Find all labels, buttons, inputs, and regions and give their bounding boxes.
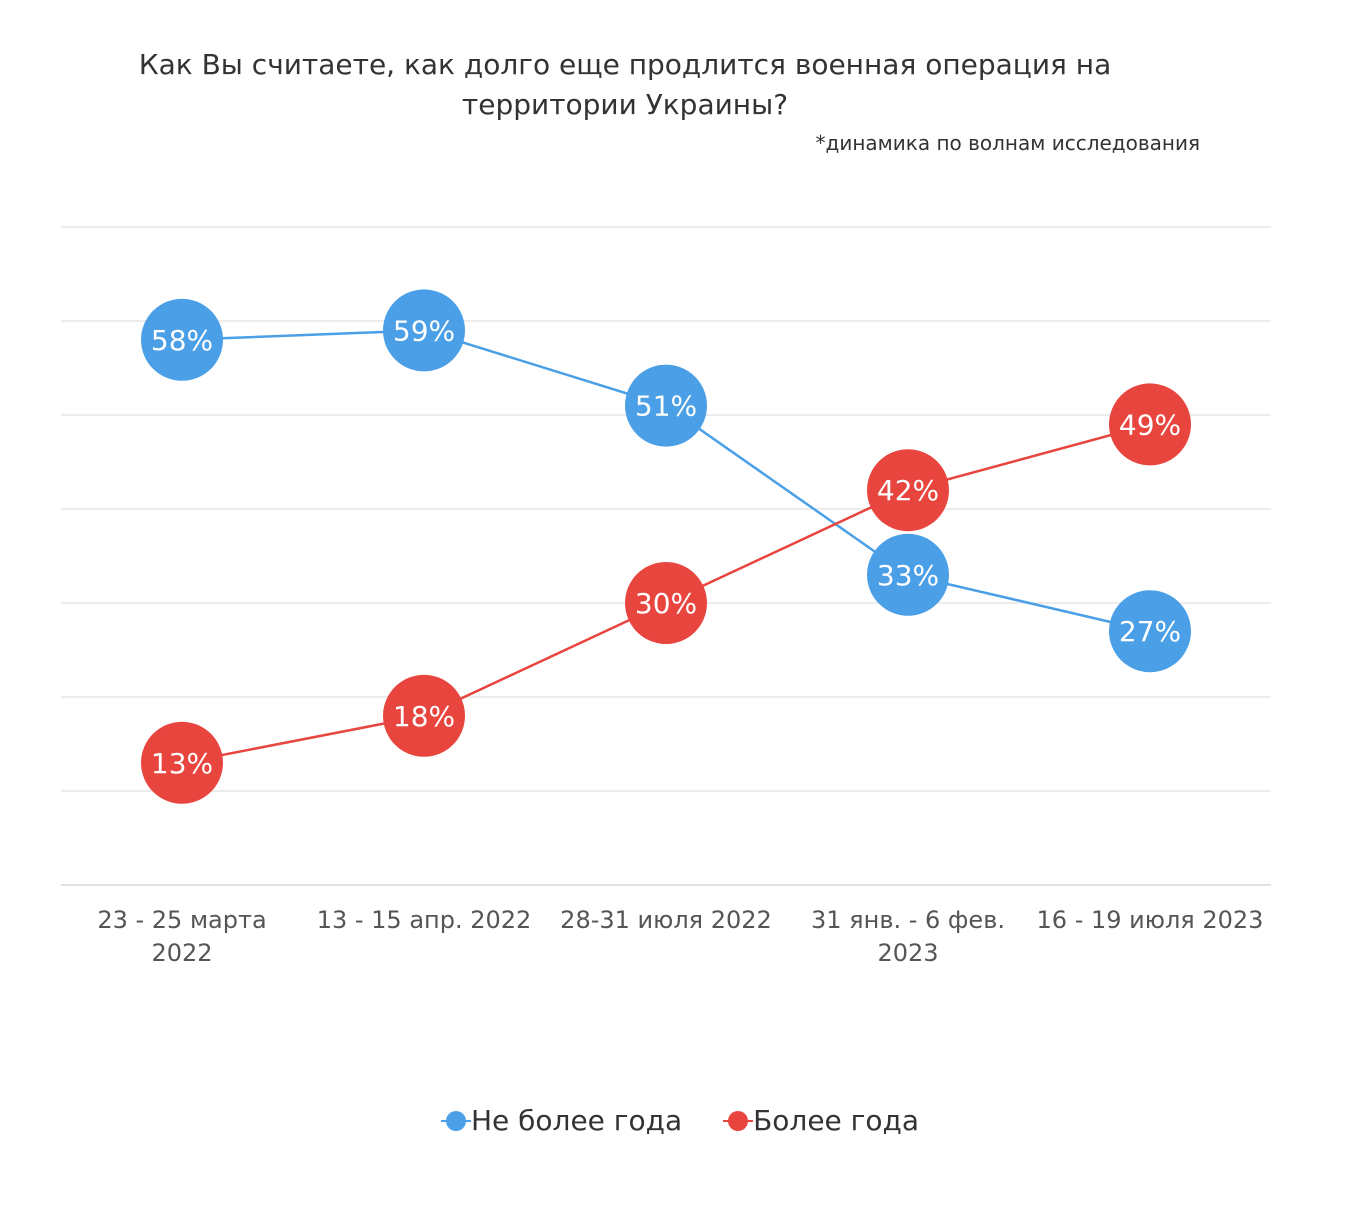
x-tick-label: 31 янв. - 6 фев. [811,906,1005,934]
chart-title-line-2: территории Украины? [461,88,789,121]
data-point [141,721,223,804]
chart-title-line-1: Как Вы считаете, как долго еще продлится… [138,48,1112,81]
legend-label: Не более года [470,1104,683,1137]
data-point [1109,383,1191,466]
data-point [625,364,707,447]
legend-marker-icon [440,1110,471,1131]
legend: Не более года Более года [0,1104,1360,1138]
x-tick-label: 2023 [877,939,938,967]
x-tick-label: 23 - 25 марта [97,906,266,934]
data-label: 49% [1119,408,1181,441]
data-label: 51% [635,390,697,423]
data-point [141,298,223,381]
data-label: 30% [635,587,697,620]
data-point [867,449,949,532]
data-label: 42% [877,474,939,507]
chart-subtitle: *динамика по волнам исследования [815,131,1200,155]
x-tick-label: 28-31 июля 2022 [560,906,772,934]
data-point [383,674,465,757]
data-label: 58% [151,324,213,357]
data-label: 18% [393,700,455,733]
x-tick-label: 16 - 19 июля 2023 [1037,906,1264,934]
data-point [1109,590,1191,673]
legend-item-series-0[interactable]: Не более года [440,1104,683,1137]
legend-item-series-1[interactable]: Более года [723,1104,919,1137]
data-label: 13% [151,747,213,780]
data-label: 33% [877,559,939,592]
data-point [625,562,707,644]
data-label: 27% [1119,615,1181,648]
x-tick-label: 2022 [151,939,212,967]
legend-marker-icon [723,1110,754,1131]
x-tick-label: 13 - 15 апр. 2022 [317,906,532,934]
legend-label: Более года [753,1104,920,1137]
data-point [383,289,465,372]
data-point [867,533,949,616]
data-label: 59% [393,314,455,347]
